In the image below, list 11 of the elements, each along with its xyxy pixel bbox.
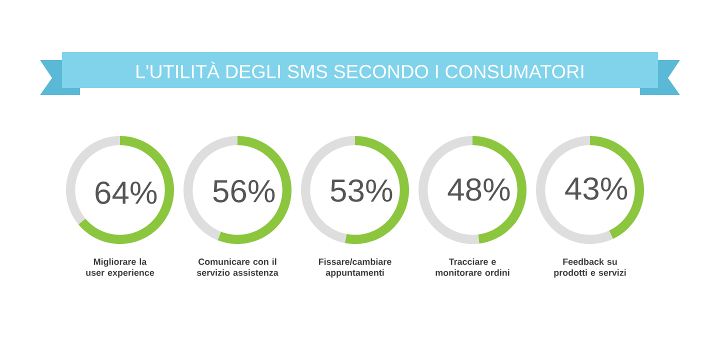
- data-label: 64%: [96, 181, 157, 204]
- text: Tracciare e monitorare ordini: [436, 258, 510, 276]
- text: Fissare/cambiare appuntamenti: [318, 258, 392, 278]
- text: L'UTILITÀ DEGLI SMS SECONDO I CONSUMATORI: [136, 62, 584, 78]
- data-label: 53%: [330, 179, 392, 202]
- data-label: 48%: [448, 178, 510, 201]
- text: Comunicare con il servizio assistenza: [196, 258, 278, 276]
- text: Migliorare la user experience: [86, 258, 154, 278]
- data-label: 56%: [213, 180, 275, 202]
- text: Feedback su prodotti e servizi: [554, 258, 626, 278]
- data-label: 43%: [565, 177, 628, 200]
